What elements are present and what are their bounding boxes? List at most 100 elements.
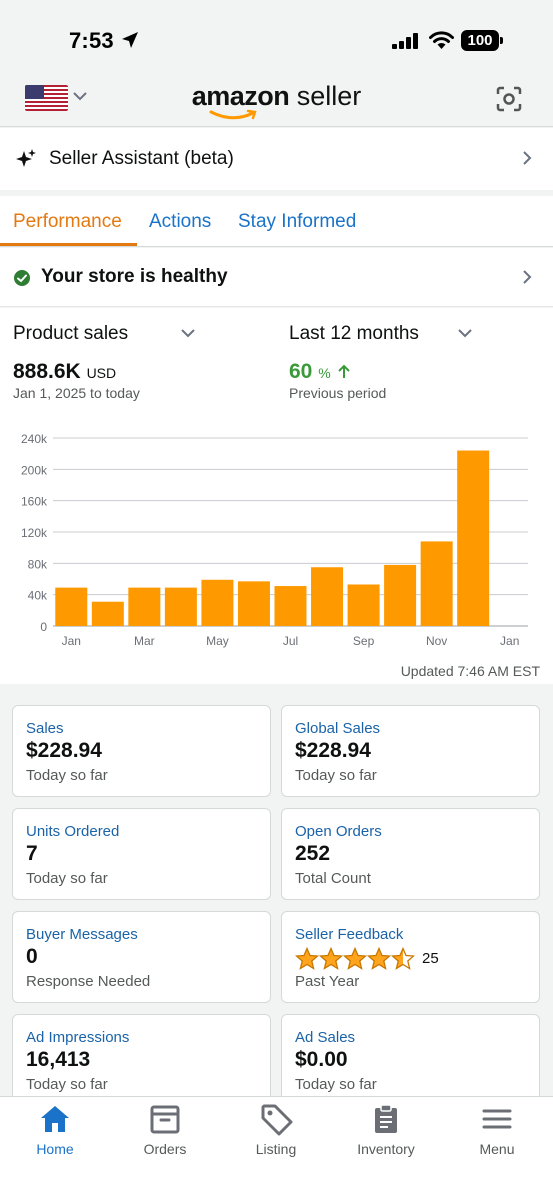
sales-bar-chart: 0 40k 80k 120k 160k 200k 240k Jan Mar May Jul Sep No…: [21, 432, 528, 648]
tag-icon: [261, 1104, 293, 1136]
x-tick-label: Jan: [500, 634, 519, 648]
x-tick-label: Nov: [426, 634, 447, 648]
nav-menu[interactable]: Menu: [442, 1097, 552, 1167]
chevron-down-icon[interactable]: [72, 90, 88, 102]
chevron-down-icon[interactable]: [180, 327, 196, 339]
card-buyer-messages[interactable]: Buyer Messages 0 Response Needed: [12, 911, 271, 1003]
period-selector[interactable]: Last 12 months: [289, 323, 419, 344]
card-title: Buyer Messages: [26, 926, 138, 943]
tab-actions[interactable]: Actions: [149, 211, 212, 232]
card-subtitle: Today so far: [26, 767, 108, 784]
store-health-row[interactable]: Your store is healthy: [0, 248, 553, 307]
change-label: Previous period: [289, 385, 387, 401]
change-unit: %: [318, 365, 331, 381]
clipboard-icon: [375, 1104, 397, 1133]
bar-jun: [237, 581, 270, 626]
arrow-up-icon: [337, 364, 350, 378]
tab-stay-informed[interactable]: Stay Informed: [238, 211, 357, 232]
bar-jan: [55, 587, 88, 626]
scan-icon[interactable]: [496, 86, 522, 112]
nav-orders[interactable]: Orders: [110, 1097, 220, 1167]
total-sales-value: 888.6K USD: [13, 360, 116, 384]
chevron-right-icon: [523, 270, 532, 284]
card-title: Seller Feedback: [295, 926, 404, 943]
bar-may: [201, 579, 234, 626]
currency-unit: USD: [86, 365, 117, 381]
status-time: 7:53: [69, 28, 114, 53]
chevron-right-icon: [523, 151, 532, 165]
star-icon: [390, 947, 415, 970]
card-title: Global Sales: [295, 720, 381, 737]
app-top-bar: 7:53 100: [0, 0, 553, 127]
card-subtitle: Today so far: [26, 870, 108, 887]
y-tick-label: 160k: [21, 495, 48, 509]
updated-timestamp: Updated 7:46 AM EST: [400, 663, 540, 679]
x-tick-label: Mar: [134, 634, 155, 648]
location-arrow-icon: [122, 32, 138, 48]
store-health-label: Your store is healthy: [41, 266, 228, 287]
bar-mar: [128, 587, 161, 626]
performance-tabs: Performance Actions Stay Informed: [0, 196, 553, 247]
sales-chart-panel: Product sales Last 12 months 888.6K USD …: [0, 308, 553, 684]
star-icon: [342, 947, 368, 970]
nav-listing[interactable]: Listing: [221, 1097, 331, 1167]
star-icon: [366, 947, 392, 970]
seller-assistant-label: Seller Assistant (beta): [49, 148, 234, 169]
card-subtitle: Today so far: [26, 1076, 108, 1093]
card-subtitle: Response Needed: [26, 973, 151, 990]
nav-label: Listing: [255, 1141, 297, 1157]
tab-performance[interactable]: Performance: [13, 211, 122, 232]
card-title: Open Orders: [295, 823, 382, 840]
card-value: $228.94: [26, 739, 102, 762]
seller-assistant-row[interactable]: Seller Assistant (beta): [0, 128, 553, 190]
nav-home[interactable]: Home: [0, 1097, 110, 1167]
card-ad-sales[interactable]: Ad Sales $0.00 Today so far: [281, 1014, 540, 1106]
card-subtitle: Total Count: [295, 870, 371, 887]
nav-inventory[interactable]: Inventory: [331, 1097, 441, 1167]
orders-box-icon: [150, 1105, 180, 1134]
change-value: 60: [289, 360, 313, 383]
status-bar: 7:53 100: [0, 0, 553, 78]
cellular-signal-icon: [392, 33, 418, 49]
us-flag-icon[interactable]: [25, 85, 68, 111]
card-value: 7: [26, 842, 38, 865]
bar-nov: [420, 541, 453, 626]
card-value: $0.00: [295, 1048, 348, 1071]
card-subtitle: Today so far: [295, 767, 377, 784]
y-tick-label: 120k: [21, 526, 48, 540]
y-tick-label: 0: [40, 620, 47, 634]
bar-jul: [274, 586, 307, 626]
change-percent: 60 %: [289, 360, 351, 384]
card-title: Ad Impressions: [26, 1029, 130, 1046]
chevron-down-icon[interactable]: [457, 327, 473, 339]
wifi-icon: [429, 31, 454, 49]
card-value: 16,413: [26, 1048, 91, 1071]
card-sales[interactable]: Sales $228.94 Today so far: [12, 705, 271, 797]
card-ad-impressions[interactable]: Ad Impressions 16,413 Today so far: [12, 1014, 271, 1106]
amazon-seller-logo: amazon seller: [191, 81, 362, 111]
home-icon: [41, 1106, 69, 1132]
card-units-ordered[interactable]: Units Ordered 7 Today so far: [12, 808, 271, 900]
card-title: Sales: [26, 720, 64, 737]
card-value: 252: [295, 842, 331, 865]
card-global-sales[interactable]: Global Sales $228.94 Today so far: [281, 705, 540, 797]
bottom-nav: Home Orders Listing Inventory Menu: [0, 1096, 553, 1200]
x-tick-label: Sep: [353, 634, 375, 648]
nav-label: Home: [36, 1141, 74, 1157]
bar-sep: [347, 584, 380, 626]
nav-label: Inventory: [357, 1141, 415, 1157]
bar-feb: [91, 601, 124, 626]
metric-selector[interactable]: Product sales: [13, 323, 129, 344]
x-tick-label: Jul: [283, 634, 298, 648]
star-icon: [318, 947, 344, 970]
card-open-orders[interactable]: Open Orders 252 Total Count: [281, 808, 540, 900]
card-seller-feedback[interactable]: Seller Feedback 25 Past Year: [281, 911, 540, 1003]
y-tick-label: 240k: [21, 432, 48, 446]
active-tab-indicator: [0, 243, 137, 246]
battery-tip: [500, 37, 503, 44]
nav-label: Menu: [479, 1141, 515, 1157]
y-tick-label: 80k: [28, 557, 48, 571]
feedback-count: 25: [422, 950, 439, 967]
date-range: Jan 1, 2025 to today: [13, 385, 140, 401]
hamburger-menu-icon: [482, 1109, 512, 1129]
